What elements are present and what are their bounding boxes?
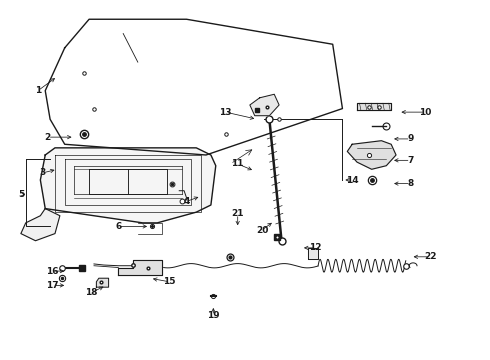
Text: 18: 18 bbox=[85, 288, 98, 297]
Text: 9: 9 bbox=[408, 134, 414, 143]
Polygon shape bbox=[118, 260, 162, 275]
Text: 4: 4 bbox=[183, 197, 190, 206]
Polygon shape bbox=[21, 208, 60, 241]
Text: 15: 15 bbox=[163, 277, 176, 286]
Text: 20: 20 bbox=[256, 225, 268, 234]
Text: 19: 19 bbox=[207, 311, 220, 320]
Text: 22: 22 bbox=[424, 252, 437, 261]
Text: 1: 1 bbox=[35, 86, 41, 95]
Text: 5: 5 bbox=[18, 190, 24, 199]
Text: 2: 2 bbox=[45, 132, 51, 141]
Text: 17: 17 bbox=[46, 281, 59, 290]
Text: 7: 7 bbox=[408, 156, 414, 165]
Text: 6: 6 bbox=[115, 222, 122, 231]
Polygon shape bbox=[97, 278, 109, 287]
Text: 21: 21 bbox=[231, 210, 244, 219]
Text: 13: 13 bbox=[219, 108, 232, 117]
Text: 16: 16 bbox=[46, 267, 59, 276]
Text: 8: 8 bbox=[408, 179, 414, 188]
Text: 12: 12 bbox=[309, 243, 322, 252]
Text: 3: 3 bbox=[40, 168, 46, 177]
Text: 10: 10 bbox=[419, 108, 432, 117]
Polygon shape bbox=[308, 248, 318, 258]
Polygon shape bbox=[250, 94, 279, 116]
Text: 14: 14 bbox=[346, 176, 359, 185]
Polygon shape bbox=[357, 103, 391, 111]
Polygon shape bbox=[347, 141, 396, 169]
Text: 11: 11 bbox=[231, 159, 244, 168]
Polygon shape bbox=[40, 148, 216, 223]
